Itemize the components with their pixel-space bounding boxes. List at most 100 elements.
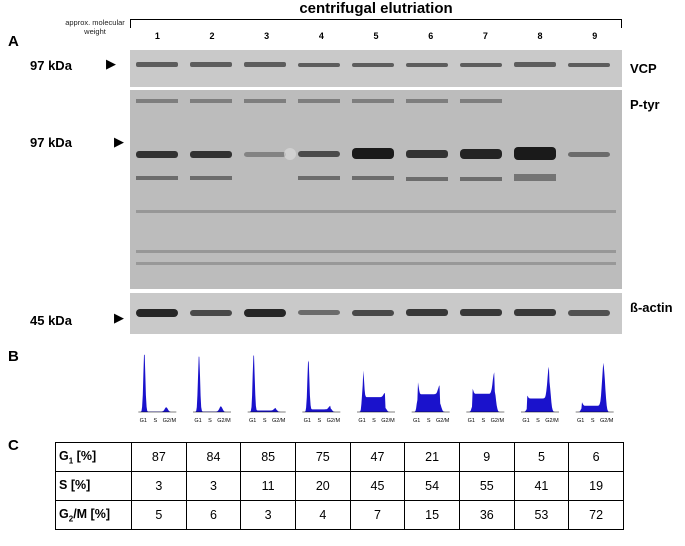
blot-actin [130,293,622,334]
marker-arrow-icon: ▶ [106,56,116,71]
table-cell: 15 [404,500,460,530]
lane-number: 8 [537,31,543,41]
row-header-g1: G1 [%] [55,442,132,472]
cell-cycle-histograms: G1 S G2/M G1 S G2/M G1 S G2/M G1 S G2/M G1 S G2/M G1 S G2… [138,354,614,424]
table-cell: 87 [131,442,187,472]
marker-label-vcp: 97 kDa [30,58,72,73]
table-cell: 6 [568,442,624,472]
figure-title: centrifugal elutriation [299,0,453,17]
histogram-profile [193,356,231,412]
histogram-profile [466,372,505,412]
table-cell: 21 [404,442,460,472]
lane-number: 3 [264,31,270,41]
lane-number: 6 [428,31,434,41]
table-cell: 5 [513,442,570,472]
marker-label-ptyr: 97 kDa [30,135,72,150]
table-cell: 85 [240,442,296,472]
marker-label-actin: 45 kDa [30,313,72,328]
histogram-axis-label: G1 [194,418,201,424]
histogram-profile [138,354,177,412]
table-cell: 53 [513,500,570,530]
blot-vcp-image [136,62,610,67]
lane-number: 4 [318,31,324,41]
histogram-axis-label: G2/M [327,418,341,424]
lane-number: 9 [592,31,598,41]
histogram-axis-label: G2/M [491,418,505,424]
row-header-g2m: G2/M [%] [55,500,132,530]
blot-vcp [130,50,622,87]
table-cell: 84 [185,442,242,472]
blot-label-actin: ß-actin [630,300,673,315]
lane-numbers: 1 2 3 4 5 6 7 8 9 [130,31,622,45]
histogram-axis-label: G2/M [600,418,614,424]
blot-actin-image [136,309,610,317]
lane-number: 7 [482,31,488,41]
table-cell: 36 [458,500,515,530]
histogram-axis-label: G2/M [545,418,559,424]
histogram-profile [411,382,450,412]
histogram-axis-label: S [263,418,267,424]
table-cell: 45 [349,471,406,501]
histogram-axis-label: G1 [249,418,256,424]
cell-cycle-table: G1 [%] 87 84 85 75 47 21 9 5 6 S [%] 3 3… [55,442,624,530]
table-cell: 3 [240,500,296,530]
histogram-axis-label: S [536,418,540,424]
table-cell: 11 [240,471,296,501]
histogram-axis-label: G1 [413,418,420,424]
marker-arrow-icon: ▶ [114,310,124,325]
table-cell: 20 [294,471,351,501]
histogram-axis-label: G1 [140,418,147,424]
histogram-axis-label: G2/M [436,418,450,424]
histogram-profile [575,362,614,412]
histogram-axis-label: G2/M [217,418,231,424]
panel-letter-c: C [8,437,19,454]
table-cell: 72 [568,500,624,530]
table-cell: 7 [349,500,406,530]
table-cell: 41 [513,471,570,501]
histogram-axis-label: G1 [358,418,365,424]
histogram-axis-label: S [153,418,157,424]
histogram-axis-label: G1 [468,418,475,424]
histogram-axis-label: G2/M [381,418,395,424]
table-cell: 5 [131,500,187,530]
table-cell: 3 [131,471,187,501]
histogram-axis-label: G1 [577,418,584,424]
histogram-axis-label: G2/M [272,418,286,424]
blot-ptyr [130,90,622,289]
lane-number: 2 [209,31,215,41]
table-row: G1 [%] 87 84 85 75 47 21 9 5 6 [55,442,624,472]
histogram-axis-label: S [372,418,376,424]
lane-bracket [130,19,622,28]
histogram-profile [357,370,395,412]
table-cell: 75 [294,442,351,472]
histogram-axis-label: G2/M [163,418,177,424]
table-cell: 19 [568,471,624,501]
table-cell: 6 [185,500,242,530]
table-cell: 4 [294,500,351,530]
histogram-axis-label: G1 [304,418,311,424]
table-cell: 47 [349,442,406,472]
blot-label-ptyr: P-tyr [630,97,660,112]
histogram-axis-label: S [317,418,321,424]
histogram-profile [247,355,286,412]
lane-number: 5 [373,31,379,41]
table-cell: 55 [458,471,515,501]
table-cell: 54 [404,471,460,501]
histogram-axis-label: S [591,418,595,424]
table-row: G2/M [%] 5 6 3 4 7 15 36 53 72 [55,500,624,530]
histogram-axis-label: S [208,418,212,424]
lane-number: 1 [154,31,160,41]
histogram-axis-label: S [481,418,485,424]
histogram-axis-label: S [427,418,431,424]
table-row: S [%] 3 3 11 20 45 54 55 41 19 [55,471,624,501]
histogram-profile [521,366,559,412]
table-cell: 9 [458,442,515,472]
histogram-profile [302,360,341,412]
panel-letter-b: B [8,348,19,365]
marker-arrow-icon: ▶ [114,134,124,149]
approx-mw-label: approx. molecular weight [65,18,125,36]
histogram-axis-label: G1 [522,418,529,424]
row-header-s: S [%] [55,471,132,501]
table-cell: 3 [185,471,242,501]
blot-ptyr-image [136,99,616,265]
